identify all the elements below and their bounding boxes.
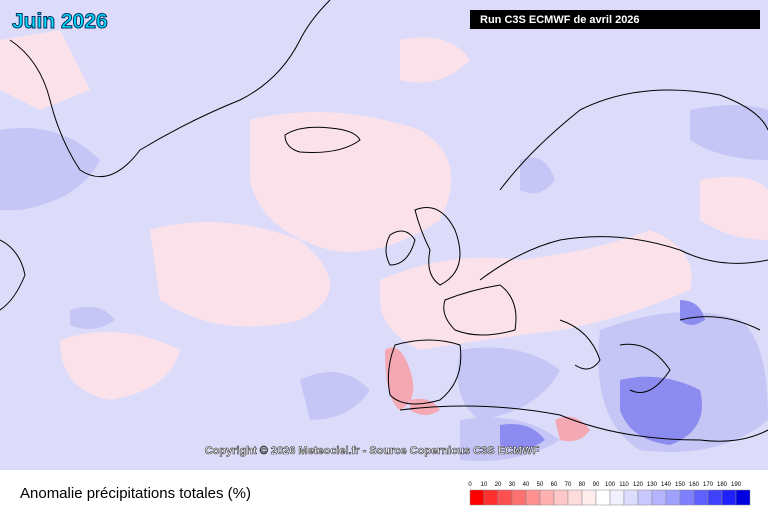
legend-label: 100 xyxy=(605,482,616,488)
legend-label: 160 xyxy=(689,482,700,488)
color-swatch xyxy=(693,489,709,506)
legend-label: 80 xyxy=(579,482,586,488)
run-box xyxy=(470,10,760,29)
color-swatch xyxy=(511,489,527,506)
color-swatch xyxy=(609,489,625,506)
color-swatch xyxy=(525,489,541,506)
legend-label: 50 xyxy=(537,482,544,488)
color-swatch xyxy=(623,489,639,506)
color-swatch xyxy=(679,489,695,506)
legend-label: 0 xyxy=(468,482,472,488)
color-swatch xyxy=(469,489,485,506)
legend-label: 170 xyxy=(703,482,714,488)
color-swatch xyxy=(581,489,597,506)
color-swatch xyxy=(483,489,499,506)
color-swatch xyxy=(567,489,583,506)
legend-label: 40 xyxy=(523,482,530,488)
color-swatch xyxy=(721,489,737,506)
color-swatch xyxy=(553,489,569,506)
color-swatch xyxy=(637,489,653,506)
legend-label: 30 xyxy=(509,482,516,488)
map xyxy=(0,0,768,470)
legend-label: 130 xyxy=(647,482,658,488)
color-swatch xyxy=(651,489,667,506)
legend-label: 150 xyxy=(675,482,686,488)
color-swatch xyxy=(665,489,681,506)
legend-label: 120 xyxy=(633,482,644,488)
legend-label: 90 xyxy=(593,482,600,488)
legend-label: 60 xyxy=(551,482,558,488)
legend-label: 140 xyxy=(661,482,672,488)
copyright: Copyright © 2026 Meteociel.fr - Source C… xyxy=(205,445,540,457)
run-label: Run C3S ECMWF de avril 2026 xyxy=(480,14,640,26)
legend-label: 10 xyxy=(481,482,488,488)
legend-caption: Anomalie précipitations totales (%) xyxy=(20,485,251,502)
legend-label: 70 xyxy=(565,482,572,488)
legend-label: 190 xyxy=(731,482,742,488)
legend-label: 20 xyxy=(495,482,502,488)
colorbar: 0 10 20 30 40 50 60 70 80 90 100 110 120 130 140 150 160… xyxy=(468,482,751,506)
color-swatch xyxy=(497,489,513,506)
color-swatch xyxy=(735,489,751,506)
map-title: Juin 2026 xyxy=(12,10,108,33)
legend-label: 180 xyxy=(717,482,728,488)
color-swatch xyxy=(595,489,611,506)
color-swatch xyxy=(707,489,723,506)
color-swatch xyxy=(539,489,555,506)
legend-label: 110 xyxy=(619,482,629,488)
